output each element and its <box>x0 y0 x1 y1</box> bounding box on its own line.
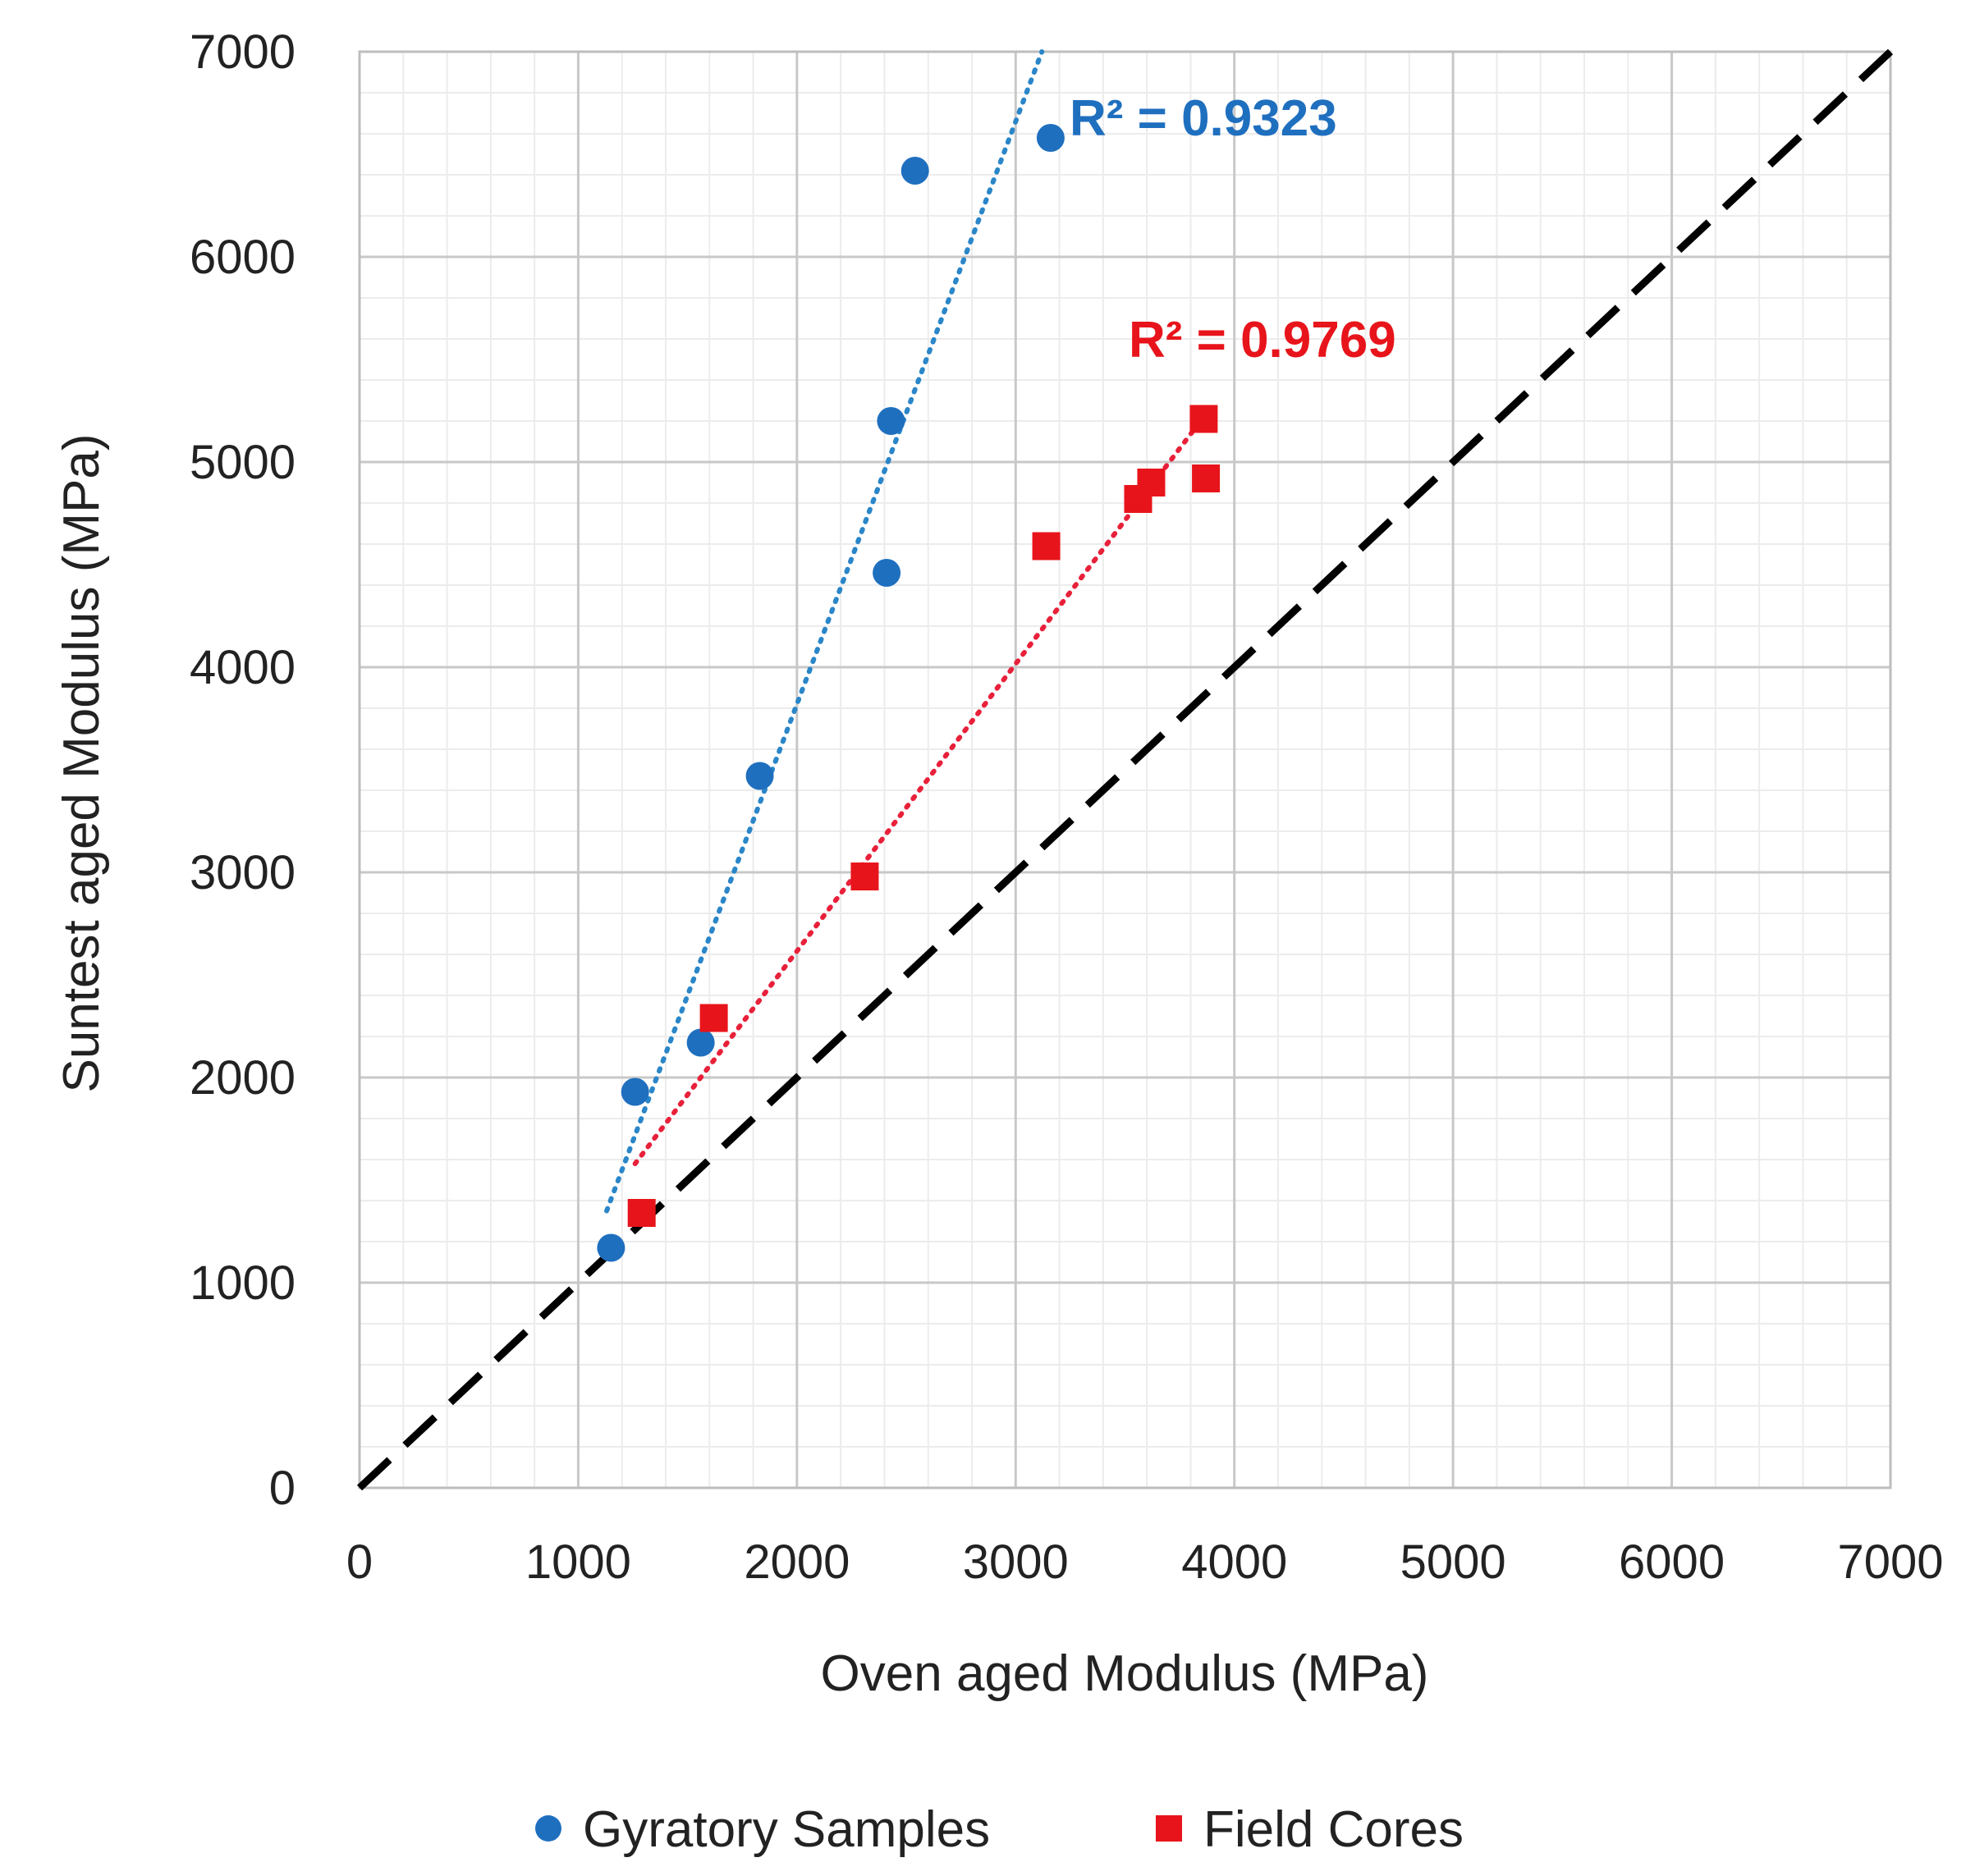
minor-gridlines <box>360 52 1890 1488</box>
y-tick-label: 1000 <box>190 1256 296 1310</box>
y-tick-label: 4000 <box>190 641 296 694</box>
y-tick-label: 6000 <box>190 231 296 284</box>
series-gyratory-samples <box>597 124 1065 1262</box>
y-tick-label: 0 <box>269 1462 296 1515</box>
trendline-gyratory-samples <box>604 49 1045 1214</box>
data-point-field-core <box>1032 532 1061 561</box>
plot-area-frame <box>358 50 1892 1489</box>
data-point-field-core <box>1189 405 1218 433</box>
data-point-gyratory <box>621 1078 649 1106</box>
legend-marker-field-cores <box>1156 1815 1182 1842</box>
x-axis-title: Oven aged Modulus (MPa) <box>821 1645 1429 1702</box>
x-tick-label: 1000 <box>525 1535 631 1589</box>
y-tick-label: 3000 <box>190 846 296 899</box>
y-tick-label: 2000 <box>190 1051 296 1105</box>
data-point-gyratory <box>1036 124 1065 152</box>
data-point-gyratory <box>745 762 774 790</box>
legend-marker-gyratory-samples <box>535 1815 561 1842</box>
legend: Gyratory Samples Field Cores <box>535 1801 1464 1858</box>
data-point-field-core <box>627 1199 656 1227</box>
reference-line-1-to-1 <box>356 48 1894 1491</box>
x-tick-label: 6000 <box>1619 1535 1725 1589</box>
data-point-field-core <box>1192 464 1221 492</box>
data-point-field-core <box>699 1004 728 1032</box>
x-tick-label: 0 <box>346 1535 373 1589</box>
y-tick-label: 7000 <box>190 25 296 79</box>
r2-label-gyratory-samples: R² = 0.9323 <box>1070 90 1337 147</box>
data-point-gyratory <box>900 157 929 185</box>
y-axis-tick-labels: 0 1000 2000 3000 4000 5000 6000 7000 <box>190 25 296 1515</box>
major-gridlines <box>360 52 1890 1488</box>
data-point-gyratory <box>686 1028 715 1057</box>
trendline-field-cores <box>632 414 1207 1166</box>
x-axis-tick-labels: 0 1000 2000 3000 4000 5000 6000 7000 <box>346 1535 1944 1589</box>
series-field-cores <box>627 405 1221 1227</box>
x-tick-label: 5000 <box>1400 1535 1506 1589</box>
data-point-gyratory <box>597 1233 625 1262</box>
x-tick-label: 4000 <box>1181 1535 1287 1589</box>
data-point-field-core <box>850 863 879 890</box>
x-tick-label: 7000 <box>1837 1535 1943 1589</box>
data-point-gyratory <box>877 407 905 435</box>
legend-label-field-cores: Field Cores <box>1203 1801 1464 1858</box>
y-axis-title: Suntest aged Modulus (MPa) <box>53 434 110 1093</box>
data-point-field-core <box>1137 469 1166 496</box>
x-tick-label: 3000 <box>963 1535 1069 1589</box>
legend-label-gyratory-samples: Gyratory Samples <box>583 1801 990 1858</box>
data-point-gyratory <box>873 559 901 587</box>
y-tick-label: 5000 <box>190 436 296 489</box>
r2-label-field-cores: R² = 0.9769 <box>1129 312 1396 368</box>
x-tick-label: 2000 <box>744 1535 850 1589</box>
